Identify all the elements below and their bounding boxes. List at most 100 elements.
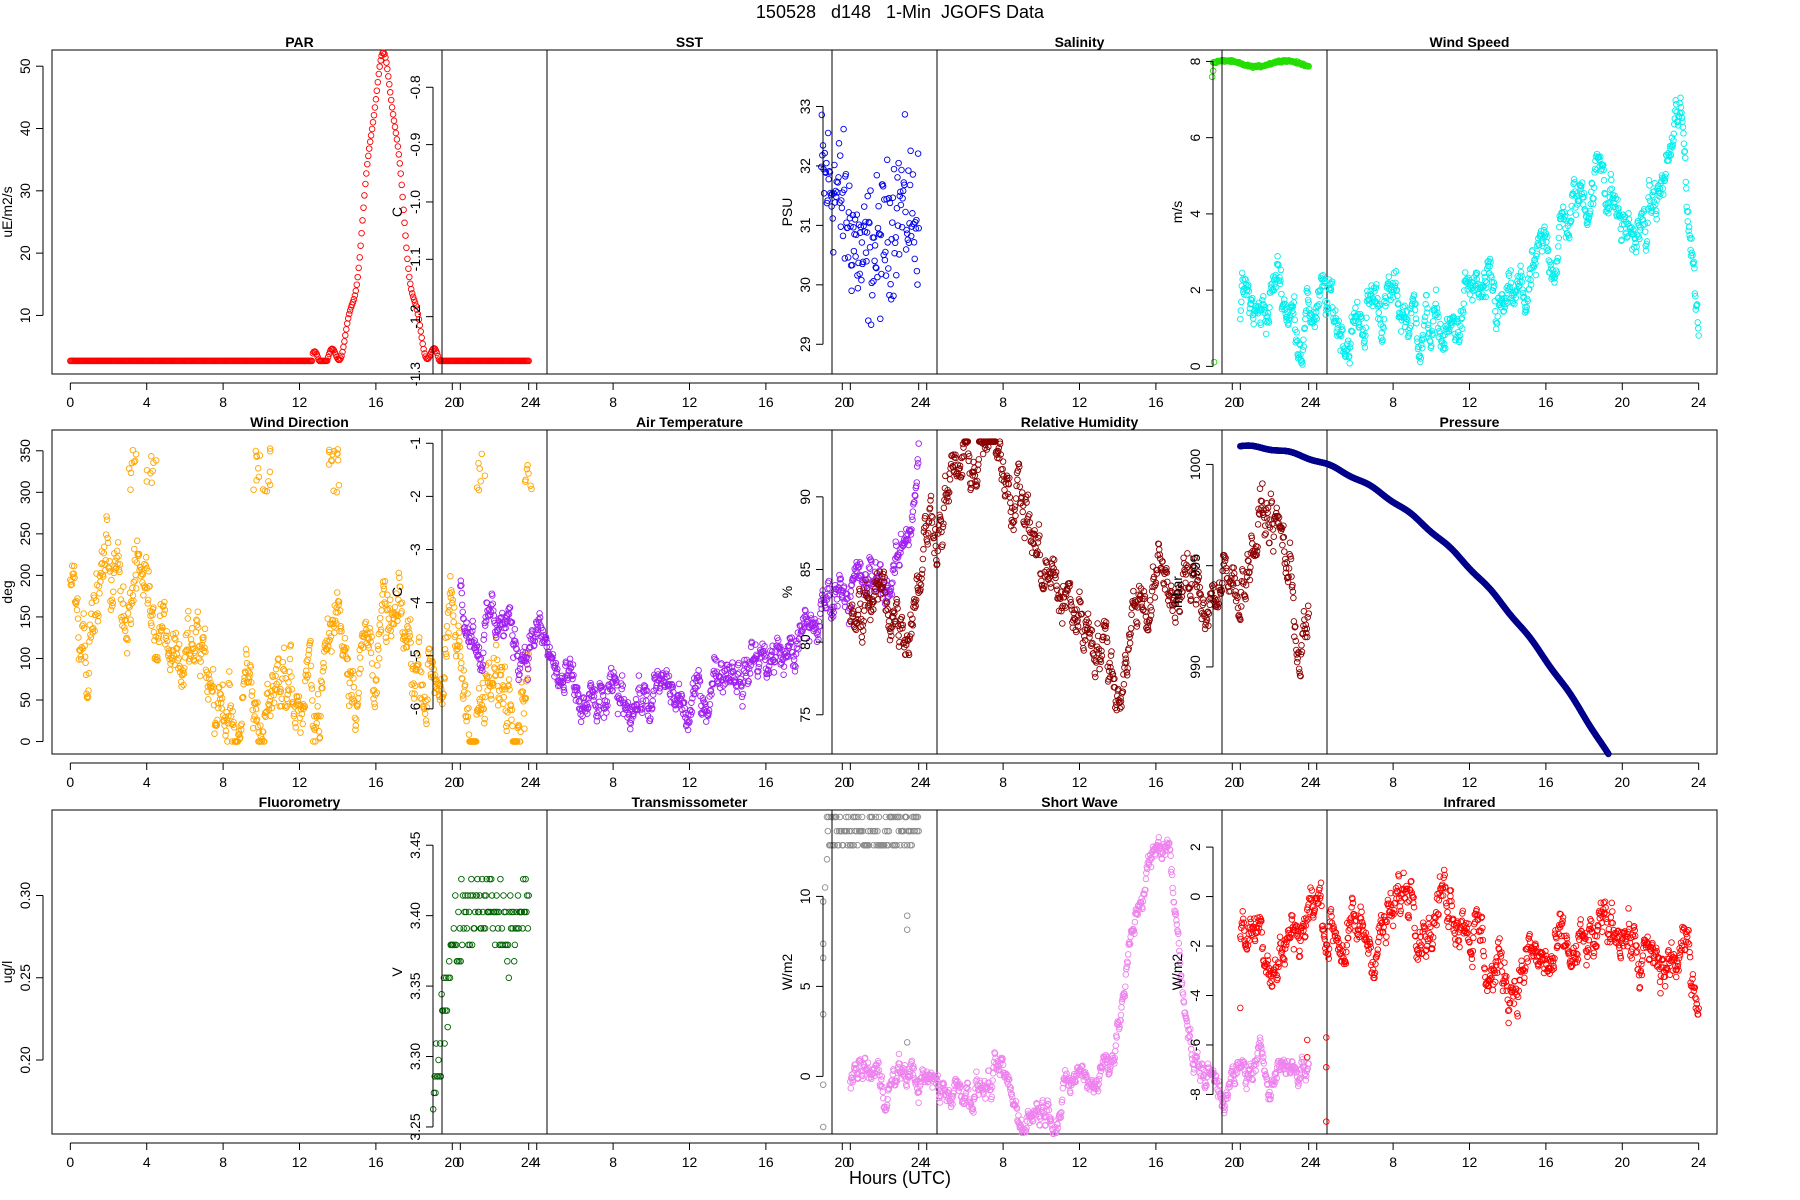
data-point	[1012, 495, 1020, 502]
data-point	[395, 151, 403, 158]
data-point	[407, 285, 415, 293]
data-point	[489, 600, 497, 607]
data-point	[93, 581, 101, 589]
data-point	[497, 671, 505, 679]
data-point	[103, 513, 110, 520]
data-point	[309, 697, 316, 704]
data-point	[1525, 285, 1533, 293]
data-point	[132, 585, 140, 592]
data-point	[1276, 280, 1284, 288]
data-point	[475, 459, 482, 467]
data-point	[1550, 275, 1558, 282]
y-axis-label: mbar	[1169, 576, 1185, 608]
data-point	[522, 478, 529, 485]
data-point	[1412, 315, 1420, 322]
data-point	[461, 681, 469, 688]
data-point	[1678, 114, 1686, 122]
data-point	[1629, 230, 1637, 238]
data-point	[449, 612, 457, 619]
data-point	[100, 549, 108, 557]
data-point	[1500, 308, 1507, 315]
x-tick-label: 24	[1691, 394, 1707, 410]
data-point	[907, 147, 914, 155]
panel-title: Pressure	[1440, 414, 1500, 430]
data-point	[135, 550, 143, 558]
data-point	[825, 175, 832, 183]
data-point	[153, 656, 160, 664]
data-point	[281, 667, 288, 675]
y-tick-label: -1	[407, 437, 423, 450]
x-tick-label: 0	[456, 394, 464, 410]
data-point	[373, 87, 381, 94]
data-point	[343, 326, 350, 333]
x-tick-label: 8	[1389, 394, 1397, 410]
data-point	[824, 197, 831, 204]
data-point	[889, 219, 896, 226]
data-point	[278, 695, 286, 702]
x-tick-label: 16	[1538, 774, 1554, 790]
x-tick-label: 12	[292, 394, 308, 410]
data-point	[475, 644, 483, 651]
data-point	[1556, 223, 1563, 231]
data-point	[218, 695, 226, 702]
data-point	[1346, 344, 1354, 351]
data-point	[354, 703, 361, 710]
data-point	[485, 659, 493, 666]
data-point	[1412, 300, 1419, 308]
data-point	[1291, 316, 1299, 324]
data-point	[330, 487, 337, 495]
data-point	[1547, 261, 1554, 269]
data-point	[1509, 299, 1517, 307]
data-point	[1680, 130, 1687, 137]
data-point	[1641, 220, 1648, 228]
data-point	[1600, 166, 1607, 174]
data-point	[172, 629, 180, 637]
data-point	[431, 345, 439, 353]
data-point	[326, 446, 333, 454]
data-point	[1679, 123, 1687, 131]
data-point	[519, 688, 527, 695]
data-point	[362, 180, 369, 188]
data-point	[1301, 324, 1309, 332]
x-tick-label: 4	[1313, 774, 1321, 790]
data-point	[1247, 296, 1255, 303]
x-tick-label: 8	[609, 774, 617, 790]
data-point	[223, 709, 230, 716]
data-point	[377, 626, 385, 634]
data-point	[883, 156, 891, 164]
data-point	[372, 96, 380, 103]
data-point	[1683, 185, 1690, 192]
data-point	[500, 632, 508, 639]
data-point	[256, 452, 264, 459]
data-point	[1245, 287, 1253, 295]
data-point	[1625, 215, 1633, 223]
data-point	[1096, 665, 1103, 673]
data-point	[209, 688, 216, 695]
data-point	[312, 738, 319, 745]
y-tick-label: 33	[797, 98, 813, 114]
data-point	[272, 672, 279, 680]
y-tick-label: 30	[17, 183, 33, 199]
data-point	[1584, 221, 1591, 229]
data-point	[999, 458, 1007, 465]
data-point	[376, 614, 384, 622]
data-point	[840, 186, 848, 194]
data-point	[143, 478, 151, 485]
data-point	[460, 695, 467, 702]
data-point	[1689, 252, 1696, 259]
data-point	[148, 453, 155, 460]
y-tick-label: 6	[1187, 134, 1203, 142]
data-point	[891, 249, 898, 257]
data-point	[1281, 548, 1288, 555]
data-point	[403, 643, 411, 651]
data-point	[1238, 282, 1246, 290]
data-point	[1260, 306, 1268, 314]
data-point	[882, 248, 889, 256]
data-point	[1421, 313, 1429, 321]
data-point	[770, 669, 778, 676]
x-tick-label: 8	[1389, 774, 1397, 790]
data-point	[1365, 296, 1373, 304]
data-point	[125, 465, 133, 472]
data-point	[1648, 207, 1656, 214]
data-point	[618, 672, 626, 679]
